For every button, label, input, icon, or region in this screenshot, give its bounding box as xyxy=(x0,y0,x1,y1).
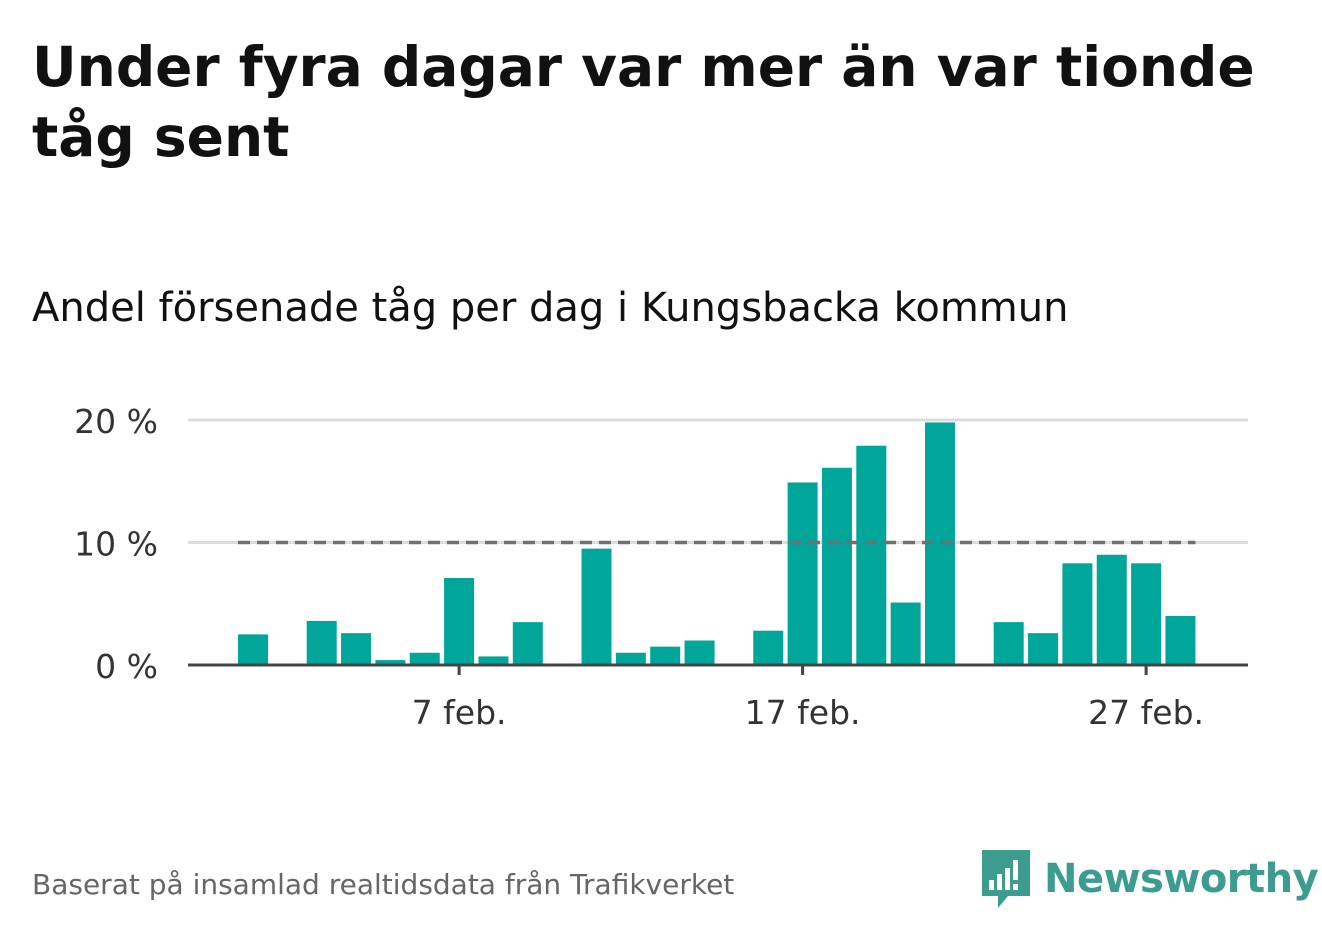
bar xyxy=(341,633,372,665)
chart-title: Under fyra dagar var mer än var tionde t… xyxy=(32,35,1255,169)
bar xyxy=(444,578,475,665)
bar xyxy=(993,622,1024,665)
bar xyxy=(1131,563,1162,665)
axes: 0 % 10 % 20 % 7 feb. 17 feb. 27 feb. xyxy=(74,402,1248,732)
bar xyxy=(615,652,646,665)
bar xyxy=(684,640,715,665)
bar xyxy=(1096,554,1127,665)
x-tick-label: 17 feb. xyxy=(745,693,861,732)
bar xyxy=(856,445,887,665)
bars xyxy=(238,422,1196,665)
bar xyxy=(821,467,852,665)
bar xyxy=(890,602,921,665)
source-note: Baserat på insamlad realtidsdata från Tr… xyxy=(32,868,735,901)
bar xyxy=(478,656,509,665)
bar xyxy=(409,652,440,665)
bar xyxy=(306,620,337,665)
bar xyxy=(1028,633,1059,665)
bar xyxy=(581,548,612,665)
chart-subtitle: Andel försenade tåg per dag i Kungsbacka… xyxy=(32,285,1069,331)
bar xyxy=(650,646,681,665)
x-tick-label: 7 feb. xyxy=(412,693,507,732)
bar xyxy=(238,634,268,665)
bar-chart: 0 % 10 % 20 % 7 feb. 17 feb. 27 feb. xyxy=(74,402,1248,732)
brand-name: Newsworthy xyxy=(1044,856,1319,902)
y-tick-label: 10 % xyxy=(74,525,158,564)
gridlines xyxy=(188,418,1248,544)
bar xyxy=(1062,563,1093,665)
bar xyxy=(787,482,818,665)
bar xyxy=(375,660,406,665)
bar xyxy=(1165,616,1196,665)
newsworthy-logo-icon xyxy=(982,850,1030,908)
newsworthy-logo: Newsworthy xyxy=(980,848,1319,910)
bar xyxy=(753,630,784,665)
bar xyxy=(512,622,543,665)
y-tick-label: 20 % xyxy=(74,402,158,441)
x-tick-label: 27 feb. xyxy=(1088,693,1204,732)
y-tick-label: 0 % xyxy=(95,647,158,686)
